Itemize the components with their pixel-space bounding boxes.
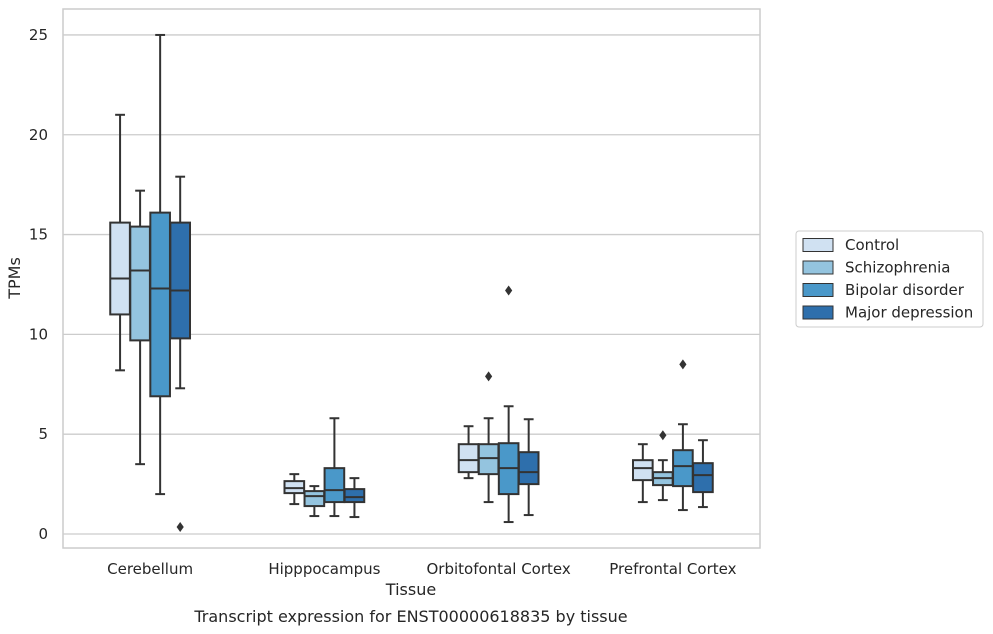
- x-tick-label: Prefrontal Cortex: [609, 560, 736, 578]
- outlier-point: [485, 371, 493, 382]
- x-tick-label: Cerebellum: [107, 560, 193, 578]
- box-bipolar-disorder: [497, 285, 520, 524]
- x-tick-label: Orbitofontal Cortex: [427, 560, 571, 578]
- boxes: [109, 33, 714, 533]
- y-tick-label: 20: [29, 126, 48, 144]
- iqr-box: [457, 443, 480, 474]
- box-control: [283, 473, 306, 506]
- iqr-box: [323, 467, 346, 504]
- box-bipolar-disorder: [149, 33, 171, 496]
- outlier-point: [659, 430, 667, 441]
- iqr-box: [517, 451, 540, 486]
- y-tick-label: 5: [38, 425, 48, 443]
- box-major-depression: [517, 418, 540, 517]
- iqr-box: [169, 221, 192, 340]
- iqr-box: [631, 459, 654, 482]
- box-major-depression: [692, 439, 714, 509]
- box-schizophrenia: [477, 371, 500, 504]
- box-schizophrenia: [303, 485, 326, 518]
- y-tick-label: 15: [29, 226, 48, 244]
- legend-swatch: [802, 283, 834, 297]
- iqr-box: [149, 211, 171, 398]
- legend-swatch: [802, 238, 834, 252]
- legend-swatch: [802, 260, 834, 275]
- box-major-depression: [343, 477, 366, 519]
- box-schizophrenia: [129, 189, 151, 466]
- y-tick-label: 25: [29, 26, 48, 44]
- outlier-point: [176, 522, 184, 533]
- box-control: [631, 443, 654, 504]
- box-bipolar-disorder: [323, 417, 346, 518]
- legend-frame: [795, 230, 984, 328]
- x-axis-title: Tissue: [385, 580, 436, 599]
- box-control: [457, 425, 480, 480]
- y-tick-label: 10: [29, 325, 48, 343]
- box-bipolar-disorder: [672, 359, 694, 512]
- legend-label: Bipolar disorder: [845, 281, 965, 299]
- chart-caption: Transcript expression for ENST0000061883…: [193, 607, 627, 626]
- y-tick-labels: 0 5 10 15 20 25: [29, 26, 48, 543]
- iqr-box: [672, 449, 694, 488]
- x-tick-labels: Cerebellum Hipppocampus Orbitofontal Corte…: [107, 560, 736, 578]
- x-tick-label: Hipppocampus: [268, 560, 380, 578]
- outlier-point: [679, 359, 687, 370]
- y-tick-label: 0: [38, 525, 48, 543]
- box-control: [109, 113, 131, 372]
- outlier-point: [505, 285, 513, 296]
- legend-label: Schizophrenia: [845, 259, 950, 277]
- iqr-box: [129, 225, 151, 342]
- box-schizophrenia: [652, 430, 674, 502]
- iqr-box: [303, 490, 326, 508]
- y-axis-title: TPMs: [5, 257, 24, 300]
- legend-swatch: [802, 305, 834, 320]
- iqr-box: [692, 462, 714, 494]
- plot-area-frame: [62, 8, 761, 549]
- box-major-depression: [169, 175, 192, 533]
- legend-label: Major depression: [845, 304, 973, 322]
- legend-label: Control: [845, 236, 899, 254]
- iqr-box: [343, 488, 366, 504]
- legend: Control Schizophrenia Bipolar disorder Majo…: [795, 230, 984, 328]
- iqr-box: [109, 221, 131, 316]
